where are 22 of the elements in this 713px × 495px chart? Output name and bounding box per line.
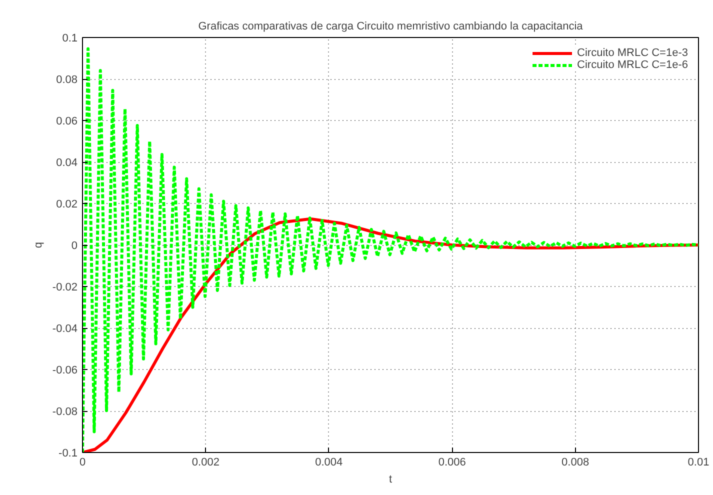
y-tick-label: 0.04	[56, 157, 78, 169]
x-tick-label: 0.002	[192, 456, 220, 468]
y-tick-label: -0.08	[52, 406, 78, 418]
x-tick-label: 0.008	[562, 456, 590, 468]
y-tick-label: 0	[71, 240, 78, 252]
legend-label: Circuito MRLC C=1e-3	[577, 47, 688, 59]
y-tick-label: -0.1	[58, 448, 78, 460]
y-tick-label: 0.08	[56, 74, 78, 86]
x-tick-label: 0	[79, 456, 86, 468]
x-axis-title: t	[388, 474, 392, 486]
chart-title: Graficas comparativas de carga Circuito memristivo cambiando la capacitancia	[198, 20, 584, 32]
x-tick-label: 0.004	[315, 456, 343, 468]
y-axis-title: q	[32, 242, 44, 248]
y-tick-label: 0.02	[56, 198, 78, 210]
y-tick-label: -0.06	[52, 364, 78, 376]
y-tick-label: 0.1	[62, 32, 78, 44]
y-tick-label: -0.02	[52, 282, 78, 294]
y-tick-label: 0.06	[56, 116, 78, 128]
y-tick-label: -0.04	[52, 323, 78, 335]
x-tick-label: 0.01	[688, 456, 710, 468]
x-tick-label: 0.006	[438, 456, 466, 468]
legend-label: Circuito MRLC C=1e-6	[577, 59, 688, 71]
